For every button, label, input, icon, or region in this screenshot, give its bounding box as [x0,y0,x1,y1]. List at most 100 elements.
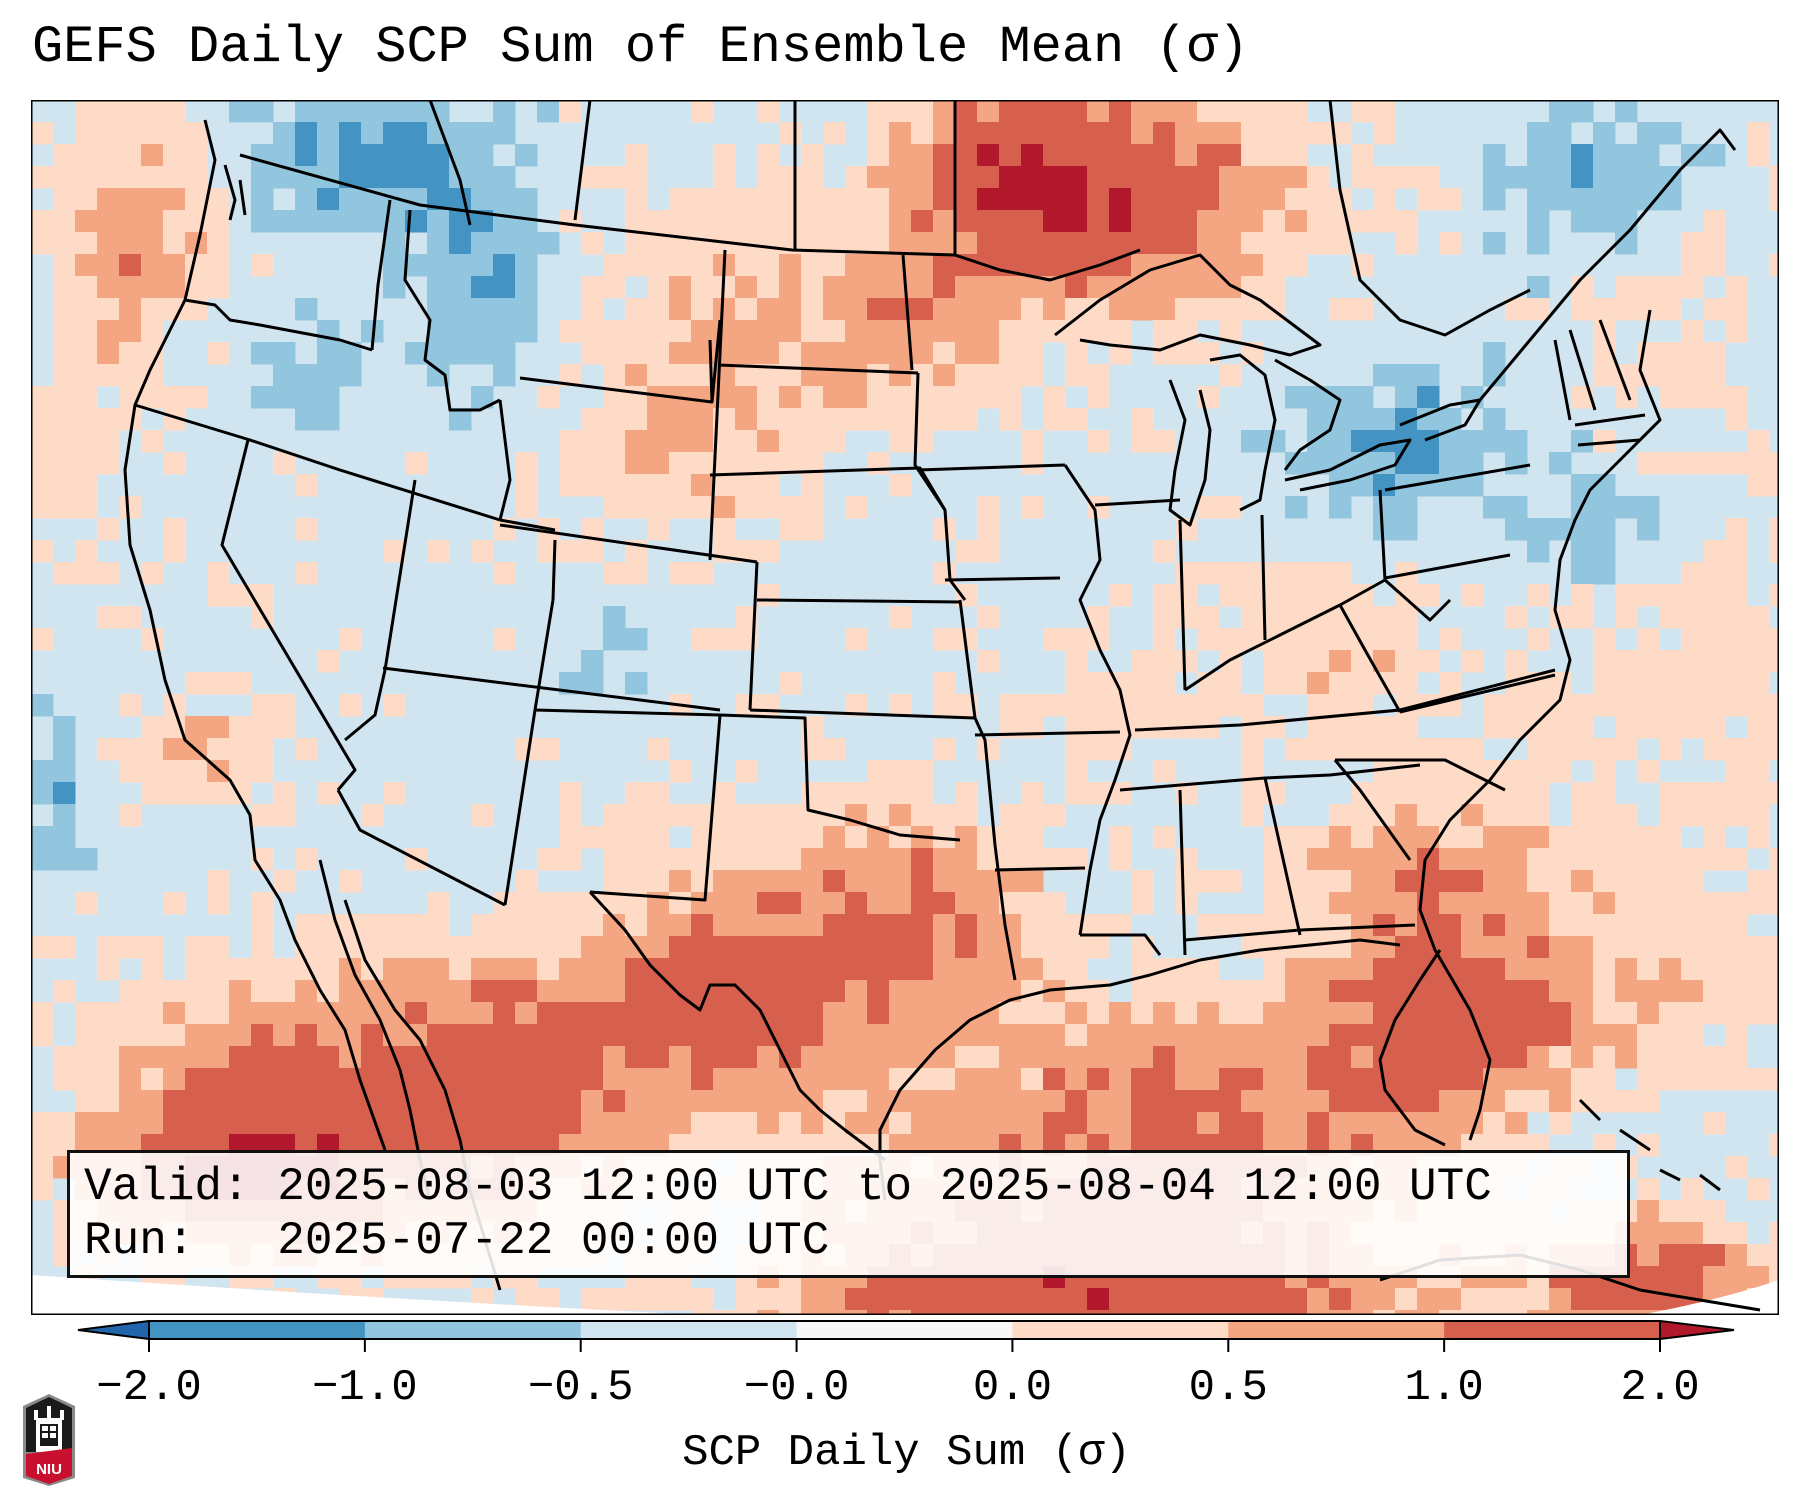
heatmap-cell [559,100,582,123]
heatmap-cell [1571,958,1594,981]
heatmap-cell [691,474,714,497]
heatmap-cell [559,892,582,915]
heatmap-cell [361,1068,384,1091]
heatmap-cell [1351,474,1374,497]
heatmap-cell [1615,870,1638,893]
heatmap-cell [1659,848,1682,871]
heatmap-cell [1549,826,1572,849]
heatmap-cell [977,936,1000,959]
heatmap-cell [1549,1112,1572,1135]
heatmap-cell [1043,1068,1066,1091]
heatmap-cell [1549,1068,1572,1091]
heatmap-cell [163,166,186,189]
heatmap-cell [1197,100,1220,123]
heatmap-cell [1219,1002,1242,1025]
heatmap-cell [119,232,142,255]
heatmap-cell [933,1288,956,1311]
heatmap-cell [1021,1288,1044,1311]
heatmap-cell [207,1068,230,1091]
heatmap-cell [339,628,362,651]
heatmap-cell [141,760,164,783]
heatmap-cell [1681,144,1704,167]
heatmap-cell [1549,518,1572,541]
heatmap-cell [1109,166,1132,189]
heatmap-cell [823,892,846,915]
heatmap-cell [1175,606,1198,629]
heatmap-cell [1505,1068,1528,1091]
heatmap-cell [713,1024,736,1047]
heatmap-cell [625,628,648,651]
heatmap-cell [625,892,648,915]
heatmap-cell [1395,452,1418,475]
heatmap-cell [955,298,978,321]
heatmap-cell [185,980,208,1003]
heatmap-cell [1593,936,1616,959]
heatmap-cell [845,364,868,387]
heatmap-cell [427,1002,450,1025]
heatmap-cell [207,716,230,739]
heatmap-cell [1263,892,1286,915]
heatmap-cell [1439,430,1462,453]
heatmap-cell [1725,1024,1748,1047]
heatmap-cell [933,1024,956,1047]
heatmap-cell [251,980,274,1003]
heatmap-cell [1351,694,1374,717]
heatmap-cell [1637,1266,1660,1289]
heatmap-cell [1021,144,1044,167]
heatmap-cell [955,1024,978,1047]
heatmap-cell [1241,1288,1264,1311]
heatmap-cell [1153,320,1176,343]
heatmap-cell [867,386,890,409]
heatmap-cell [1527,232,1550,255]
heatmap-cell [31,210,54,233]
heatmap-cell [1307,870,1330,893]
heatmap-cell [1021,298,1044,321]
border-co-nm [534,708,721,717]
heatmap-cell [1703,716,1726,739]
heatmap-cell [801,892,824,915]
heatmap-cell [999,1046,1022,1069]
heatmap-cell [801,980,824,1003]
heatmap-cell [515,892,538,915]
heatmap-cell [625,562,648,585]
heatmap-cell [1703,936,1726,959]
heatmap-cell [1043,1112,1066,1135]
heatmap-cell [999,1288,1022,1311]
heatmap-cell [295,474,318,497]
heatmap-cell [647,232,670,255]
heatmap-cell [1285,628,1308,651]
heatmap-cell [1065,738,1088,761]
heatmap-cell [1703,562,1726,585]
heatmap-cell [1241,562,1264,585]
heatmap-cell [1593,1310,1616,1315]
heatmap-cell [1373,430,1396,453]
heatmap-cell [1021,1112,1044,1135]
heatmap-cell [1659,870,1682,893]
heatmap-cell [1725,1222,1748,1245]
heatmap-cell [1307,408,1330,431]
heatmap-cell [845,408,868,431]
heatmap-cell [1285,1090,1308,1113]
heatmap-cell [1087,232,1110,255]
heatmap-cell [251,1090,274,1113]
heatmap-cell [515,298,538,321]
heatmap-cell [1395,518,1418,541]
heatmap-cell [889,342,912,365]
heatmap-cell [1197,1024,1220,1047]
heatmap-cell [845,980,868,1003]
heatmap-cell [251,188,274,211]
heatmap-cell [1373,100,1396,123]
heatmap-cell [603,606,626,629]
heatmap-cell [515,1288,538,1311]
heatmap-cell [1241,804,1264,827]
heatmap-cell [1329,716,1352,739]
heatmap-cell [1307,672,1330,695]
heatmap-cell [625,232,648,255]
heatmap-cell [119,694,142,717]
heatmap-cell [581,1046,604,1069]
heatmap-cell [1109,848,1132,871]
heatmap-cell [207,188,230,211]
heatmap-cell [889,430,912,453]
heatmap-cell [1395,760,1418,783]
heatmap-cell [1703,1046,1726,1069]
